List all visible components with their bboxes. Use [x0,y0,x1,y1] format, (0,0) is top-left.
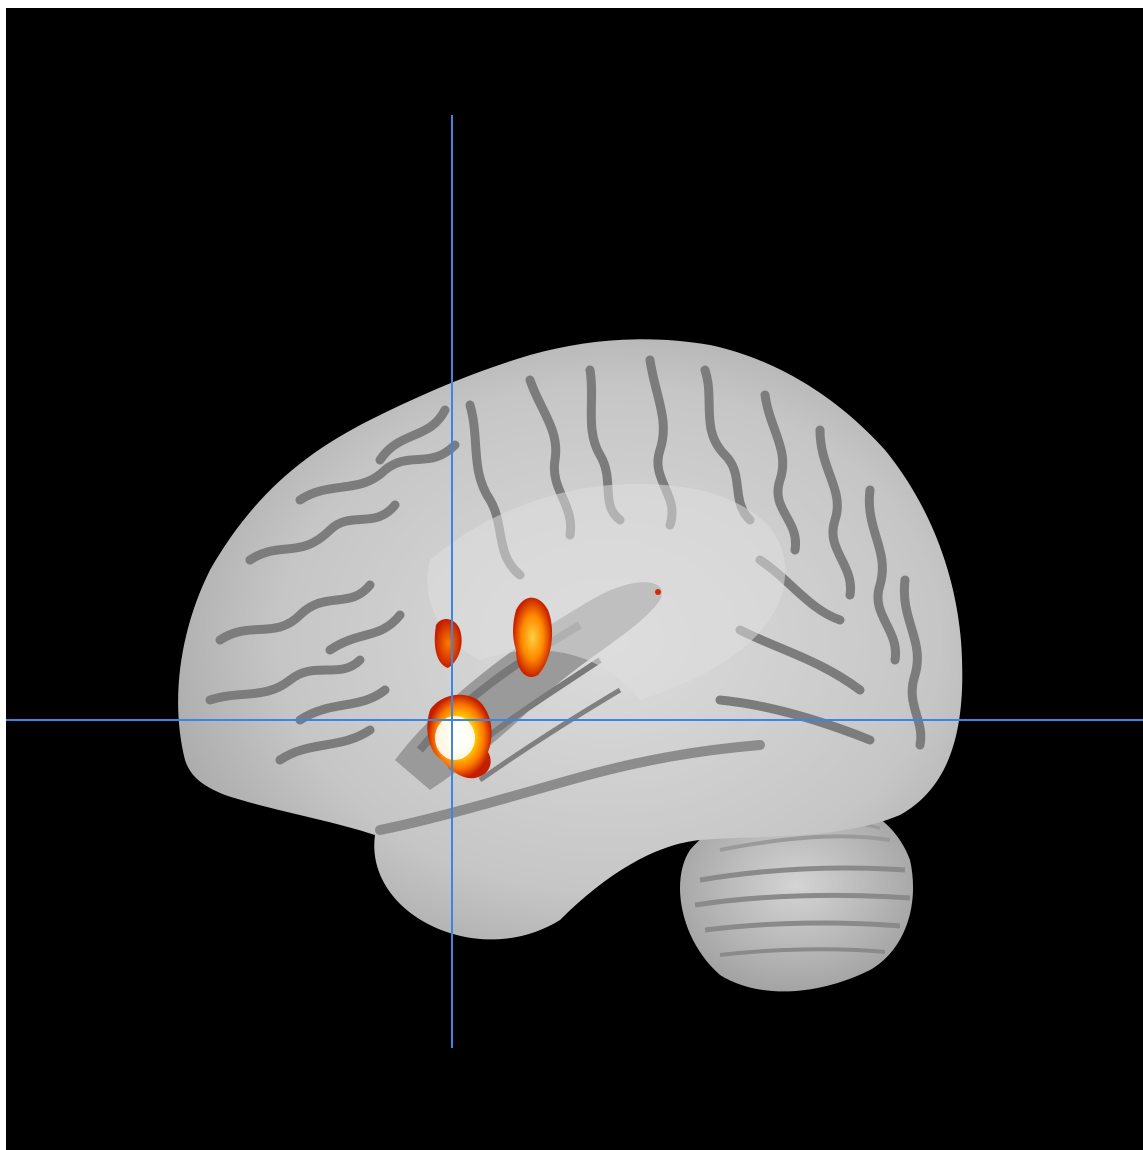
cerebellum [680,800,914,992]
mri-viewer[interactable] [6,8,1143,1150]
sagittal-slice-view[interactable] [6,8,1143,1150]
activation-overlay [427,589,661,779]
crosshair[interactable] [6,115,1143,1048]
